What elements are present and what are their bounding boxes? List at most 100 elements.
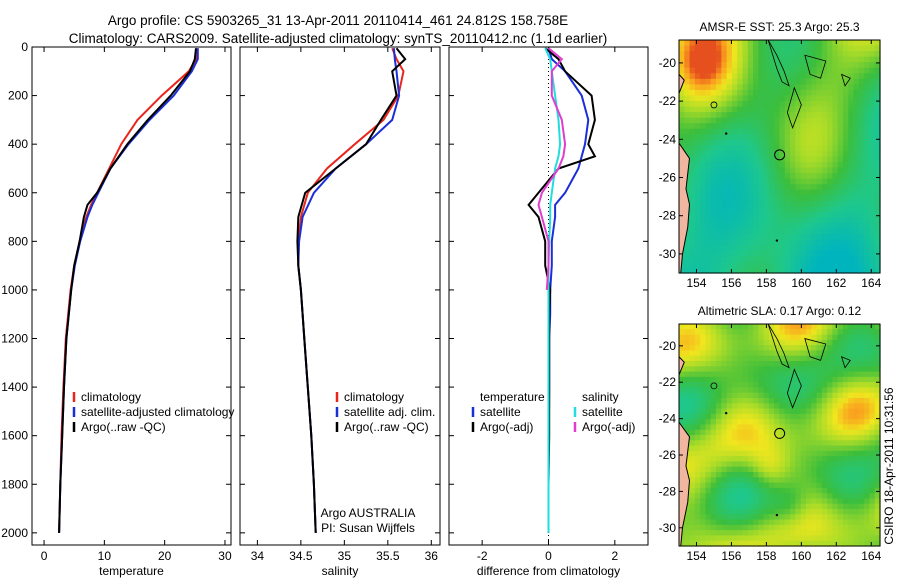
map-cell xyxy=(774,540,781,547)
map-cell xyxy=(779,482,786,489)
map-cell xyxy=(827,101,833,108)
map-cell xyxy=(710,128,717,135)
map-cell xyxy=(795,211,802,219)
map-cell xyxy=(721,62,728,69)
map-cell xyxy=(832,173,839,180)
map-cell xyxy=(700,56,707,63)
map-cell xyxy=(747,324,754,330)
y-tick-label: -30 xyxy=(659,521,677,535)
map-cell xyxy=(774,392,781,399)
map-cell xyxy=(869,223,876,230)
map-cell xyxy=(747,355,754,362)
map-cell xyxy=(747,223,754,230)
map-cell xyxy=(737,106,744,113)
map-cell xyxy=(763,211,770,219)
x-tick-label: 30 xyxy=(218,549,232,563)
map-cell xyxy=(768,466,775,473)
map-cell xyxy=(853,530,860,537)
map-cell xyxy=(774,366,781,373)
map-cell xyxy=(779,117,786,124)
temperature-panel: 0 10 20 30020040060080010001200140016001800… xyxy=(1,40,234,578)
map-cell xyxy=(784,178,791,185)
sst-map-panel: 154 156 158 160 162 164-20-22-24-26-28-30AMSR… xyxy=(659,20,882,290)
map-cell xyxy=(731,195,738,202)
map-cell xyxy=(768,450,775,457)
map-cell xyxy=(747,487,754,494)
map-cell xyxy=(869,217,876,224)
map-cell xyxy=(710,519,717,526)
map-cell xyxy=(832,472,839,478)
map-cell xyxy=(848,440,855,447)
map-cell xyxy=(694,477,701,484)
map-cell xyxy=(716,440,722,447)
map-cell xyxy=(758,162,765,169)
map-cell xyxy=(869,535,876,542)
map-cell xyxy=(821,519,828,526)
map-cell xyxy=(768,435,775,441)
map-cell xyxy=(747,403,754,410)
map-cell xyxy=(837,145,844,152)
map-cell xyxy=(689,84,696,91)
map-cell xyxy=(848,51,855,58)
map-cell xyxy=(689,178,696,185)
map-cell xyxy=(795,200,802,208)
map-cell xyxy=(779,355,786,362)
map-cell xyxy=(842,456,849,463)
map-cell xyxy=(853,403,860,410)
x-tick-label: 0 xyxy=(41,549,48,563)
map-cell xyxy=(737,403,744,410)
map-cell xyxy=(864,429,871,436)
map-cell xyxy=(869,429,876,436)
map-cell xyxy=(811,78,818,85)
map-cell xyxy=(726,217,733,224)
map-cell xyxy=(790,173,796,180)
map-cell xyxy=(689,51,696,58)
map-cell xyxy=(705,482,712,489)
map-cell xyxy=(827,195,833,202)
map-cell xyxy=(858,440,865,447)
map-cell xyxy=(821,261,828,269)
map-cell xyxy=(700,514,707,521)
map-cell xyxy=(790,429,796,436)
map-cell xyxy=(816,256,823,263)
map-cell xyxy=(700,78,707,85)
map-cell xyxy=(726,211,733,219)
map-cell xyxy=(700,51,707,58)
map-cell xyxy=(816,117,823,124)
map-cell xyxy=(827,45,833,52)
map-cell xyxy=(710,329,717,336)
map-cell xyxy=(742,456,749,463)
legend-label: satellite-adjusted climatology xyxy=(81,405,234,419)
map-cell xyxy=(689,45,696,52)
map-cell xyxy=(800,371,807,378)
map-cell xyxy=(753,413,759,420)
map-cell xyxy=(837,239,844,246)
map-cell xyxy=(790,167,796,174)
map-cell xyxy=(816,387,823,394)
map-cell xyxy=(784,482,791,489)
map-cell xyxy=(726,56,733,63)
map-cell xyxy=(805,387,812,394)
x-tick-label: 162 xyxy=(826,549,846,563)
y-tick-label: -24 xyxy=(659,132,677,146)
map-cell xyxy=(721,376,728,383)
map-cell xyxy=(710,84,717,91)
map-cell xyxy=(753,419,759,426)
map-cell xyxy=(848,540,855,547)
x-tick-label: 35 xyxy=(338,549,352,563)
map-cell xyxy=(694,408,701,415)
map-cell xyxy=(684,535,691,542)
map-cell xyxy=(774,150,781,158)
map-cell xyxy=(805,51,812,58)
map-cell xyxy=(795,261,802,269)
map-cell xyxy=(742,106,749,113)
map-cell xyxy=(832,509,839,515)
map-cell xyxy=(848,178,855,185)
map-cell xyxy=(721,145,728,152)
map-cell xyxy=(768,189,775,196)
map-cell xyxy=(768,89,775,97)
map-cell xyxy=(742,371,749,378)
map-cell xyxy=(811,540,818,547)
map-cell xyxy=(694,392,701,399)
map-cell xyxy=(827,223,833,230)
